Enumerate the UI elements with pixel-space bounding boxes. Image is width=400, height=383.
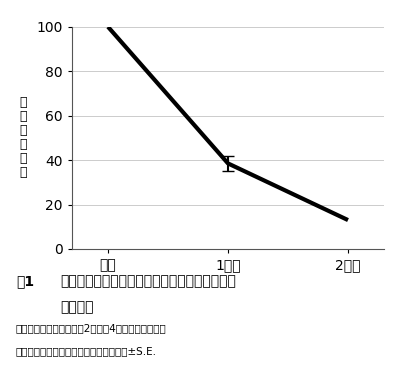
Text: 図1: 図1 <box>16 274 34 288</box>
Text: 密度推移: 密度推移 <box>60 301 94 315</box>
Text: データは地理的に異なる2地域の4農家圃場、および: データは地理的に異なる2地域の4農家圃場、および <box>16 324 167 334</box>
Text: 非寄主作物栓培下でのダイズシストセンチュウ: 非寄主作物栓培下でのダイズシストセンチュウ <box>60 274 236 288</box>
Text: 北農研１圃場における調査結果の平均値±S.E.: 北農研１圃場における調査結果の平均値±S.E. <box>16 347 157 357</box>
Y-axis label: 線
ノ
密
度
指
数: 線 ノ 密 度 指 数 <box>19 97 26 179</box>
